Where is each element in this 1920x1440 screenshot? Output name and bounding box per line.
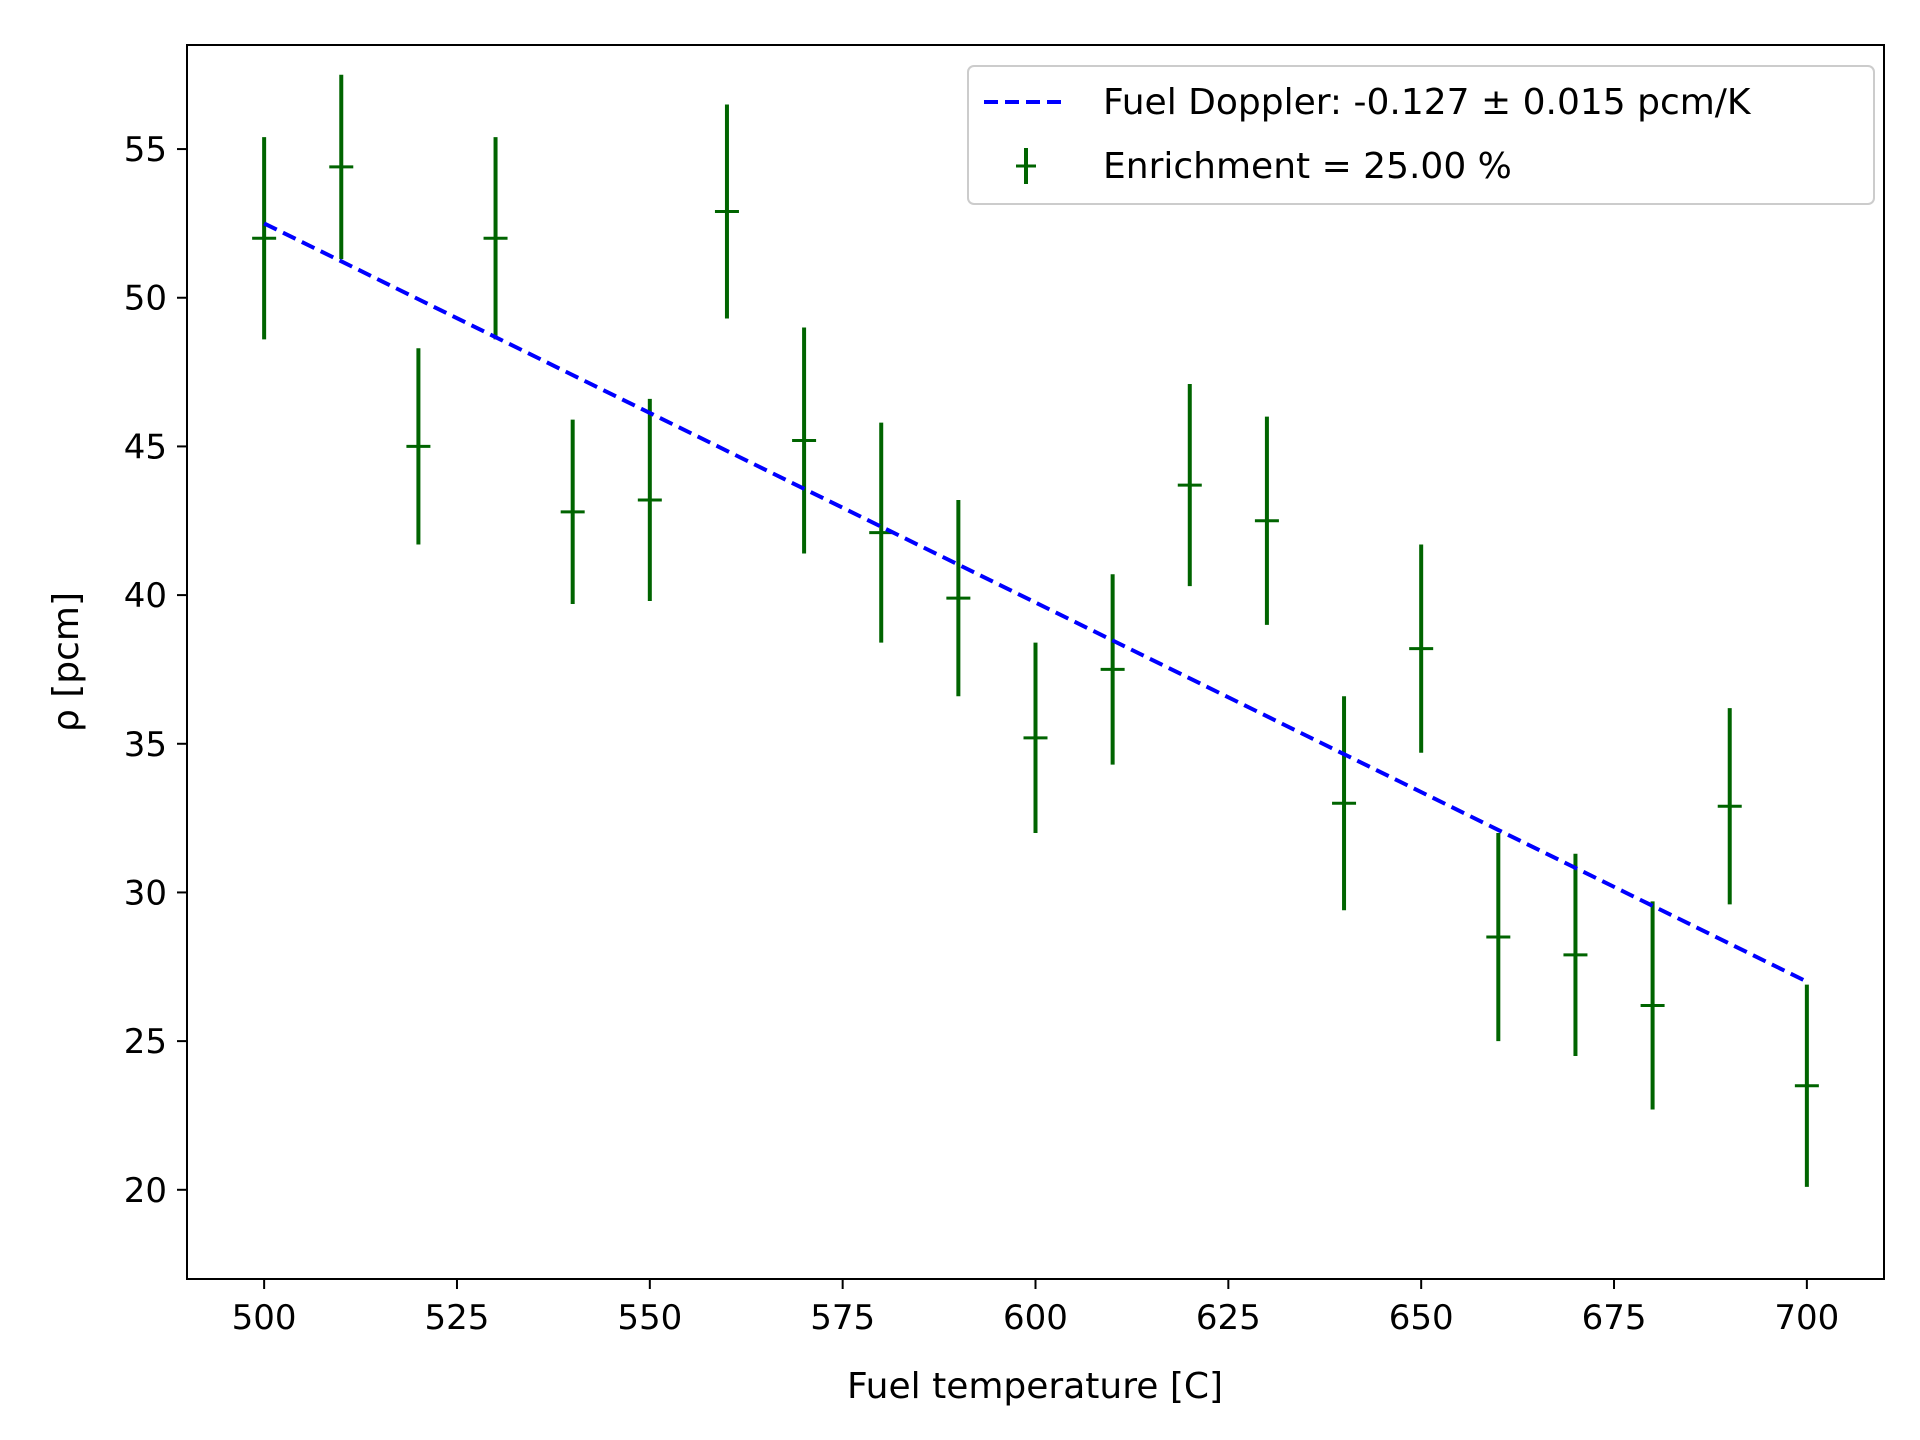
data-point — [1563, 853, 1588, 1056]
legend: Fuel Doppler: -0.127 ± 0.015 pcm/K Enric… — [967, 65, 1875, 205]
y-tick-label: 30 — [124, 873, 167, 913]
data-point — [1332, 696, 1357, 911]
legend-errorbar-label: Enrichment = 25.00 % — [1103, 146, 1512, 187]
x-axis-label: Fuel temperature [C] — [847, 1366, 1223, 1407]
x-tick-label: 675 — [1582, 1298, 1647, 1338]
data-point — [483, 137, 508, 340]
data-point — [946, 499, 971, 697]
y-tick-label: 40 — [124, 576, 167, 616]
y-tick-label: 55 — [124, 130, 167, 170]
legend-errorbar-swatch — [1016, 148, 1036, 184]
y-tick-label: 50 — [124, 279, 167, 319]
data-point — [1794, 984, 1819, 1187]
y-tick-label: 45 — [124, 427, 167, 467]
x-tick-label: 525 — [425, 1298, 490, 1338]
data-point — [1486, 832, 1511, 1042]
data-point — [406, 348, 431, 545]
data-point — [1177, 383, 1202, 587]
data-point — [329, 74, 354, 260]
y-tick-label: 20 — [124, 1171, 167, 1211]
x-tick-label: 575 — [810, 1298, 875, 1338]
x-tick-label: 625 — [1196, 1298, 1261, 1338]
x-tick-label: 550 — [617, 1298, 682, 1338]
x-axis-ticks: 500 525 550 575 600 625 650 675 700 — [232, 1279, 1839, 1338]
data-point — [637, 398, 662, 602]
legend-line-label: Fuel Doppler: -0.127 ± 0.015 pcm/K — [1103, 82, 1752, 123]
y-axis-label: ρ [pcm] — [46, 592, 87, 732]
data-point — [714, 104, 739, 319]
x-tick-label: 700 — [1774, 1298, 1839, 1338]
data-point — [1254, 416, 1279, 625]
data-point — [560, 419, 585, 605]
plot-frame — [186, 44, 1885, 1280]
y-tick-label: 35 — [124, 725, 167, 765]
legend-box — [967, 65, 1875, 205]
fit-line — [263, 221, 1808, 984]
data-point — [1640, 901, 1665, 1110]
data-point — [1717, 708, 1742, 905]
x-tick-label: 600 — [1003, 1298, 1068, 1338]
x-tick-label: 500 — [232, 1298, 297, 1338]
data-point — [252, 137, 277, 340]
x-tick-label: 650 — [1389, 1298, 1454, 1338]
y-axis-ticks: 20 25 30 35 40 45 50 55 — [124, 130, 187, 1211]
data-point — [1023, 642, 1048, 833]
data-point — [1100, 574, 1125, 765]
data-point — [792, 327, 817, 554]
data-point — [1409, 544, 1434, 753]
plot-area — [252, 74, 1819, 1187]
y-tick-label: 25 — [124, 1022, 167, 1062]
